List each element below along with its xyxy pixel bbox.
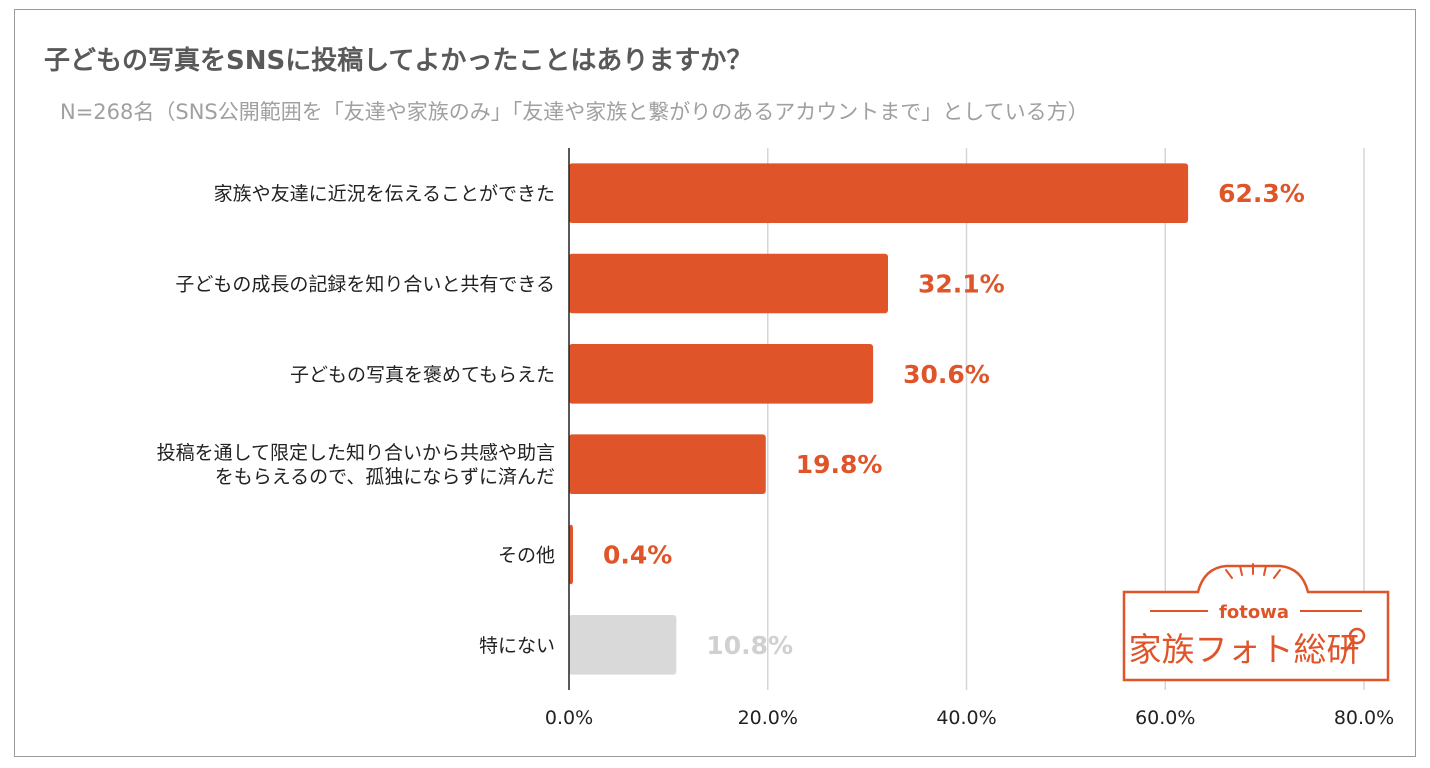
bar <box>569 253 888 314</box>
category-label: 投稿を通して限定した知り合いから共感や助言 <box>157 442 555 464</box>
x-tick-label: 0.0% <box>545 707 593 729</box>
category-label: 子どもの成長の記録を知り合いと共有できる <box>175 274 555 296</box>
bar <box>569 163 1189 223</box>
chart-subtitle: N=268名（SNS公開範囲を「友達や家族のみ」「友達や家族と繋がりのあるアカウ… <box>60 100 1089 124</box>
bar-value-label: 19.8% <box>796 450 883 479</box>
fotowa-logo: fotowa 家族フォト総研 <box>1122 563 1390 682</box>
x-tick-label: 20.0% <box>738 707 798 729</box>
labels: 0.0% 20.0% 40.0% 60.0% 80.0% 62.3% 家族や友達に近況を伝え… <box>157 179 1395 729</box>
bars <box>569 163 1189 675</box>
category-label: 特にない <box>479 635 555 657</box>
chart-title: 子どもの写真をSNSに投稿してよかったことはありますか？ <box>44 46 753 76</box>
bar <box>569 344 874 404</box>
sun-rays-icon <box>1225 563 1281 579</box>
category-label: 家族や友達に近況を伝えることができた <box>214 183 555 205</box>
bar-value-label: 0.4% <box>603 541 672 570</box>
logo-frame <box>1122 564 1390 682</box>
magnifier-icon <box>1343 627 1366 653</box>
x-tick-label: 60.0% <box>1135 707 1195 729</box>
logo-brand: fotowa <box>1219 602 1289 623</box>
category-label: 子どもの写真を褒めてもらえた <box>290 364 555 386</box>
x-tick-label: 40.0% <box>936 707 996 729</box>
x-tick-label: 80.0% <box>1334 707 1394 729</box>
bar <box>569 615 677 675</box>
bar-value-label: 30.6% <box>903 360 990 389</box>
bar-value-label: 10.8% <box>706 631 793 660</box>
logo-name: 家族フォト総研 <box>1129 630 1360 669</box>
bar <box>569 524 573 585</box>
bar-value-label: 62.3% <box>1218 179 1305 208</box>
bar <box>569 434 766 494</box>
bar-value-label: 32.1% <box>918 270 1005 299</box>
category-label: その他 <box>498 545 555 567</box>
category-label: をもらえるので、孤独にならずに済んだ <box>215 466 555 488</box>
